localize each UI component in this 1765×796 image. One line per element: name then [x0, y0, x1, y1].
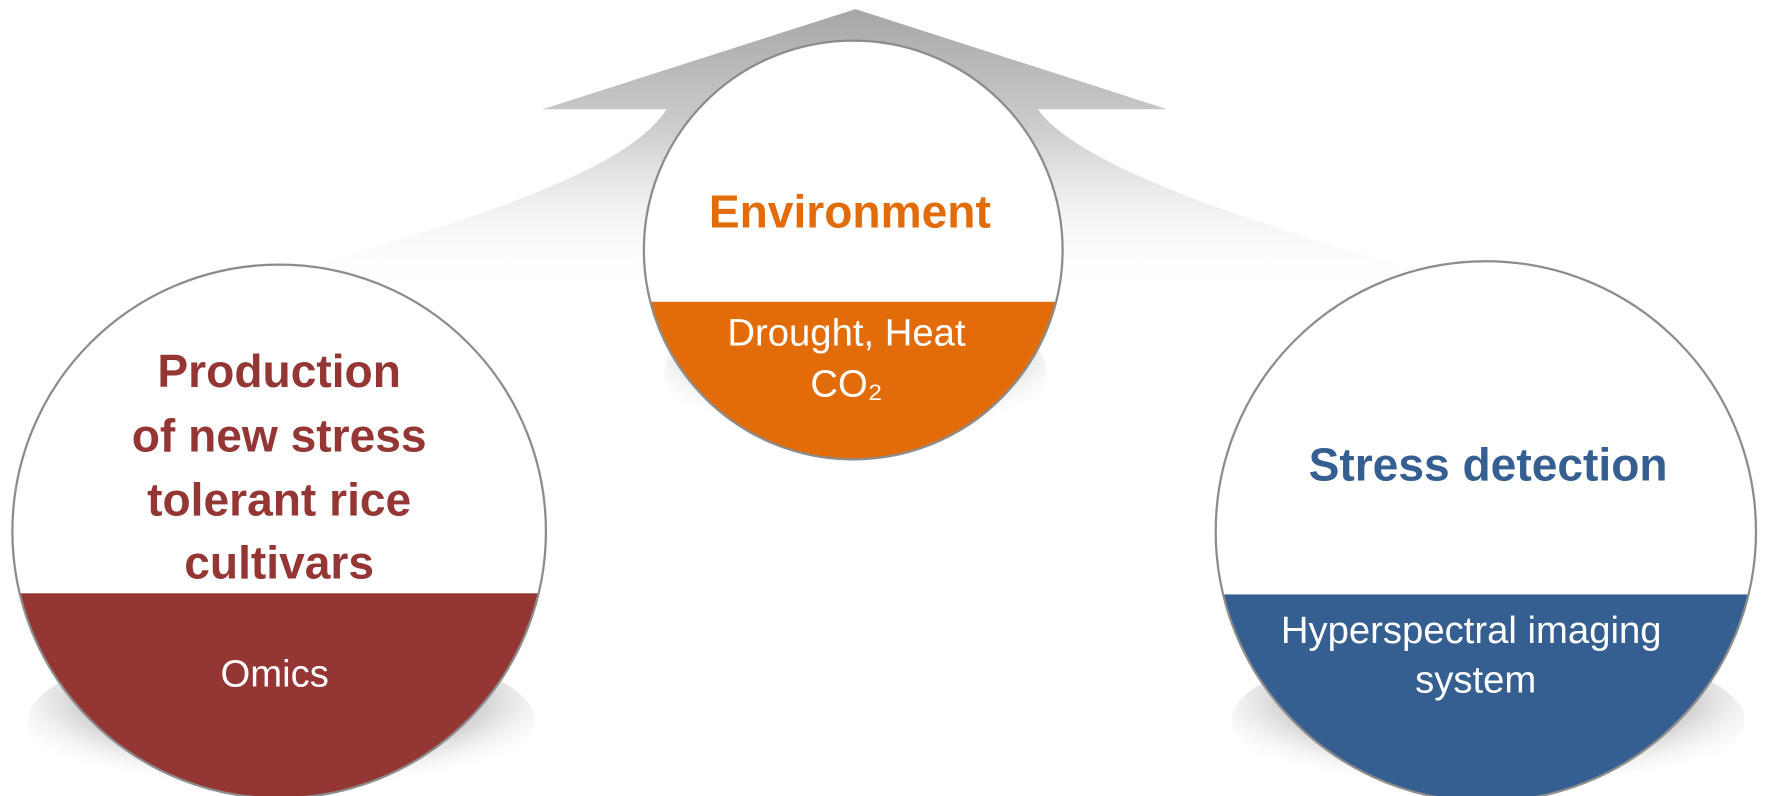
node-stress-detection: Stress detection Hyperspectral imaging s…: [1214, 260, 1758, 796]
node-environment: Environment Drought, Heat CO₂: [642, 39, 1064, 461]
node-production: Production of new stress tolerant rice c…: [11, 263, 547, 796]
outline: [11, 263, 547, 796]
title: Production: [157, 345, 401, 397]
outline: [642, 39, 1064, 461]
title: Stress detection: [1309, 439, 1668, 491]
title: tolerant rice: [147, 473, 411, 525]
title: Environment: [709, 185, 991, 237]
subtitle: Omics: [220, 653, 328, 696]
subtitle: Hyperspectral imaging: [1281, 609, 1662, 652]
outline: [1214, 260, 1758, 796]
subtitle: system: [1415, 658, 1536, 701]
title: cultivars: [184, 536, 374, 588]
subtitle: Drought, Heat: [727, 312, 966, 355]
subtitle: CO₂: [810, 362, 882, 405]
title: of new stress: [132, 409, 427, 461]
